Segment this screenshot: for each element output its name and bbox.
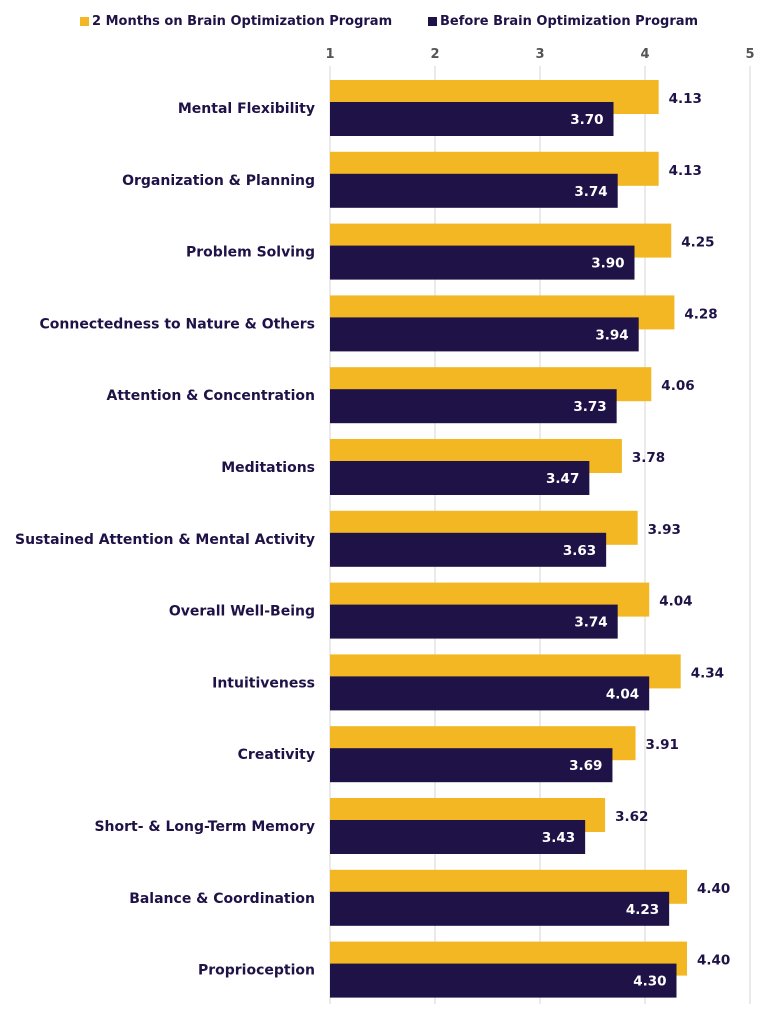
data-label-before-8: 4.04 bbox=[606, 686, 639, 702]
legend-item-after: 2 Months on Brain Optimization Program bbox=[80, 14, 392, 29]
legend-label-after: 2 Months on Brain Optimization Program bbox=[92, 14, 393, 29]
legend-swatch-after bbox=[80, 17, 89, 26]
data-label-before-6: 3.63 bbox=[563, 543, 596, 559]
data-label-before-7: 3.74 bbox=[574, 615, 607, 631]
data-label-after-8: 4.34 bbox=[691, 665, 724, 681]
category-label-5: Meditations bbox=[221, 460, 315, 476]
category-label-9: Creativity bbox=[238, 747, 315, 763]
chart-legend: 2 Months on Brain Optimization Program B… bbox=[0, 14, 772, 34]
data-label-after-10: 3.62 bbox=[615, 809, 648, 825]
bar-before-10 bbox=[330, 820, 586, 854]
legend-label-before: Before Brain Optimization Program bbox=[440, 14, 699, 29]
data-label-before-1: 3.74 bbox=[574, 184, 607, 200]
data-label-after-3: 4.28 bbox=[684, 306, 717, 322]
legend-item-before: Before Brain Optimization Program bbox=[428, 14, 698, 29]
category-label-1: Organization & Planning bbox=[122, 173, 315, 189]
data-label-before-2: 3.90 bbox=[591, 256, 624, 272]
data-label-before-11: 4.23 bbox=[626, 902, 659, 918]
bar-before-2 bbox=[330, 245, 635, 280]
category-label-3: Connectedness to Nature & Others bbox=[40, 316, 316, 332]
bar-before-6 bbox=[330, 532, 607, 567]
data-label-after-5: 3.78 bbox=[632, 450, 665, 466]
bar-before-1 bbox=[330, 173, 618, 208]
category-label-0: Mental Flexibility bbox=[178, 101, 315, 117]
data-label-before-10: 3.43 bbox=[542, 830, 575, 846]
bar-before-4 bbox=[330, 389, 617, 424]
bar-before-0 bbox=[330, 102, 614, 136]
data-label-after-11: 4.40 bbox=[697, 881, 730, 897]
data-label-before-5: 3.47 bbox=[546, 471, 579, 487]
data-label-before-4: 3.73 bbox=[573, 399, 606, 415]
category-label-4: Attention & Concentration bbox=[107, 388, 315, 404]
data-label-after-9: 3.91 bbox=[646, 737, 679, 753]
bar-before-8 bbox=[330, 676, 650, 711]
bar-before-11 bbox=[330, 891, 670, 926]
x-tick-label-2: 2 bbox=[430, 47, 439, 62]
data-label-after-2: 4.25 bbox=[681, 235, 714, 251]
category-label-11: Balance & Coordination bbox=[129, 891, 315, 907]
data-label-after-1: 4.13 bbox=[669, 163, 702, 179]
x-tick-label-5: 5 bbox=[745, 47, 754, 62]
category-label-12: Proprioception bbox=[198, 963, 315, 979]
x-tick-label-4: 4 bbox=[640, 47, 649, 62]
data-label-before-0: 3.70 bbox=[570, 112, 603, 128]
data-label-after-12: 4.40 bbox=[697, 953, 730, 969]
data-label-after-6: 3.93 bbox=[648, 522, 681, 538]
data-label-after-0: 4.13 bbox=[669, 91, 702, 107]
x-tick-label-3: 3 bbox=[535, 47, 544, 62]
category-label-6: Sustained Attention & Mental Activity bbox=[15, 532, 315, 548]
bar-before-9 bbox=[330, 748, 613, 783]
bar-before-5 bbox=[330, 461, 590, 495]
data-label-after-4: 4.06 bbox=[661, 378, 694, 394]
category-label-7: Overall Well-Being bbox=[169, 604, 315, 620]
x-tick-label-1: 1 bbox=[325, 47, 334, 62]
category-label-10: Short- & Long-Term Memory bbox=[94, 819, 315, 835]
data-label-before-12: 4.30 bbox=[633, 974, 666, 990]
category-label-8: Intuitiveness bbox=[212, 675, 315, 691]
data-label-before-9: 3.69 bbox=[569, 758, 602, 774]
bar-before-3 bbox=[330, 317, 639, 352]
bar-before-12 bbox=[330, 963, 677, 998]
bar-before-7 bbox=[330, 604, 618, 639]
category-label-2: Problem Solving bbox=[186, 245, 315, 261]
data-label-after-7: 4.04 bbox=[659, 594, 692, 610]
data-label-before-3: 3.94 bbox=[595, 327, 628, 343]
legend-swatch-before bbox=[428, 17, 437, 26]
